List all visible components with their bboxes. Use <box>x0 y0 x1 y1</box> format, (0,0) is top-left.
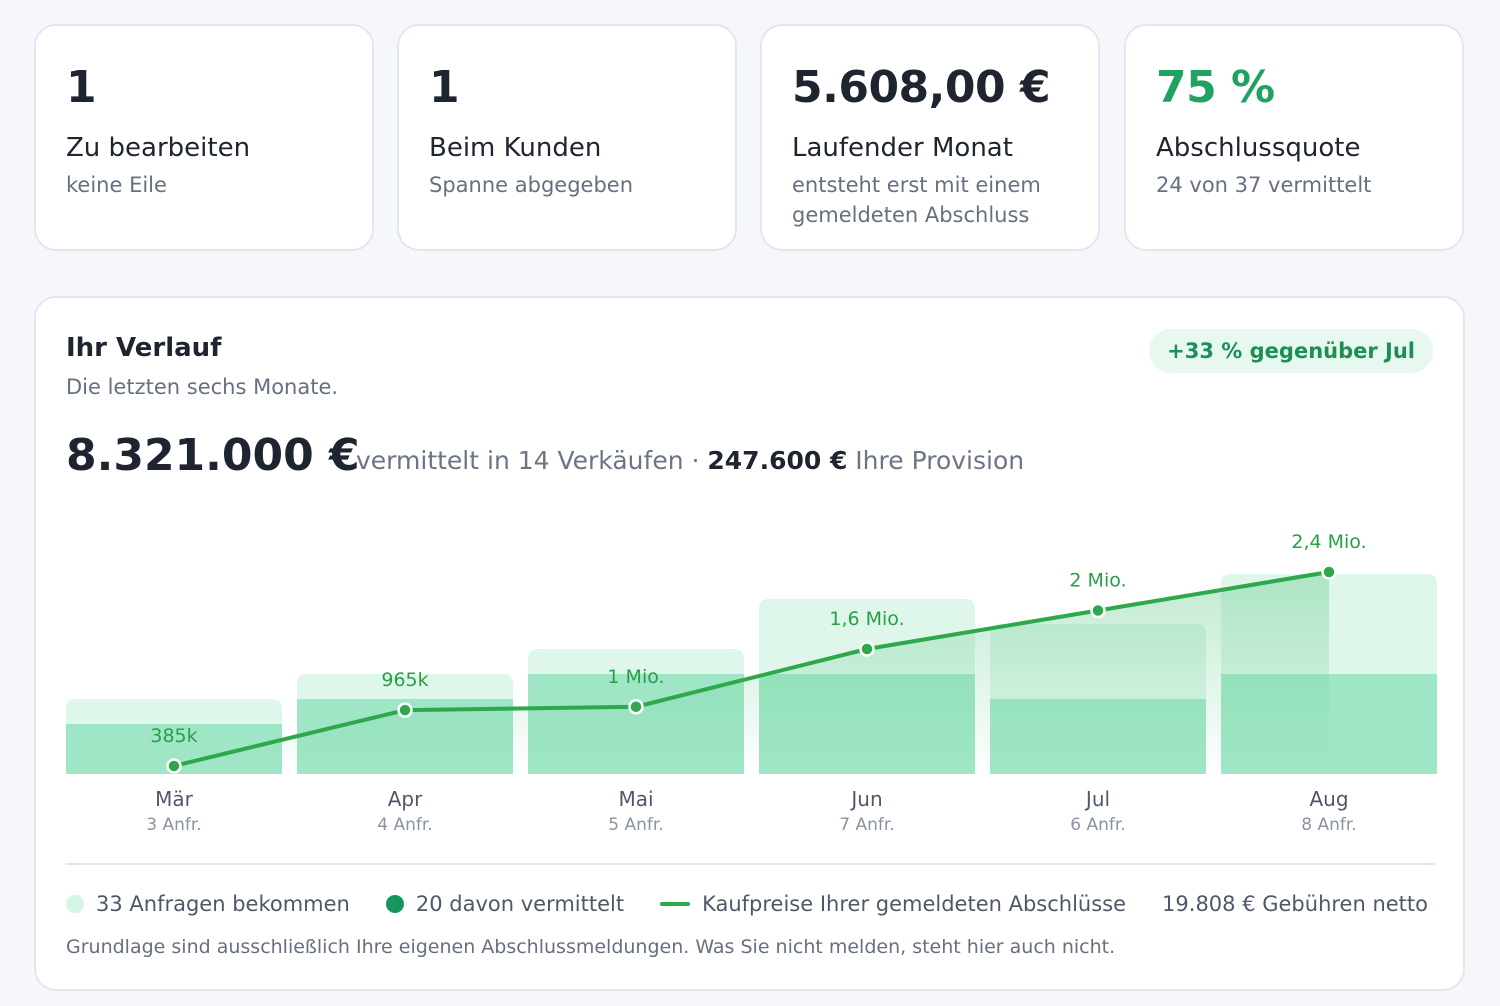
footnote: Grundlage sind ausschließlich Ihre eigen… <box>66 936 1116 958</box>
legend-label: 33 Anfragen bekommen <box>96 892 350 916</box>
total-desc-suffix: Ihre Provision <box>847 446 1025 475</box>
x-tick-sublabel: 6 Anfr. <box>1070 815 1125 835</box>
legend-dot-dark-icon <box>385 895 404 913</box>
kpi-subtitle: entsteht erst mit einem gemeldeten Absch… <box>792 170 1068 230</box>
kpi-subtitle: Spanne abgegeben <box>429 173 634 197</box>
x-tick-label: Apr <box>388 787 423 811</box>
kpi-card-abschlussquote[interactable]: 75 % Abschlussquote 24 von 37 vermittelt <box>1124 24 1464 251</box>
kpi-subtitle: keine Eile <box>66 173 167 197</box>
kpi-subtitle-line: entsteht erst mit einem <box>792 173 1041 197</box>
x-tick-label: Aug <box>1309 787 1348 811</box>
line-point <box>1321 564 1337 580</box>
x-tick-label: Jul <box>1084 787 1110 811</box>
total-volume: 8.321.000 € <box>66 430 360 481</box>
legend-label: 20 davon vermittelt <box>415 892 625 916</box>
line-point <box>859 641 875 657</box>
provision-amount: 247.600 € <box>707 446 848 475</box>
legend-dot-light-icon <box>66 895 84 913</box>
kpi-title: Zu bearbeiten <box>66 133 251 163</box>
line-point <box>628 699 644 715</box>
legend-line-icon <box>660 902 691 906</box>
verlauf-subtitle: Die letzten sechs Monate. <box>66 375 339 399</box>
line-point <box>166 758 182 774</box>
legend-label: Kaufpreise Ihrer gemeldeten Abschlüsse <box>702 892 1127 916</box>
kpi-value: 1 <box>66 62 97 113</box>
legend-item-kaufpreise: Kaufpreise Ihrer gemeldeten Abschlüsse <box>660 892 1126 916</box>
legend-fees: 19.808 € Gebühren netto <box>1162 892 1429 916</box>
divider <box>66 863 1435 865</box>
x-tick-sublabel: 8 Anfr. <box>1301 815 1356 835</box>
kpi-card-zu-bearbeiten[interactable]: 1 Zu bearbeiten keine Eile <box>34 24 374 251</box>
kpi-title: Beim Kunden <box>429 133 602 163</box>
line-point <box>1090 602 1106 619</box>
kpi-subtitle-line: gemeldeten Abschluss <box>792 203 1030 227</box>
x-tick-label: Mär <box>155 787 194 811</box>
x-tick-sublabel: 5 Anfr. <box>608 815 663 835</box>
x-tick-label: Mai <box>618 787 653 811</box>
x-tick-sublabel: 3 Anfr. <box>146 815 201 835</box>
kpi-value: 5.608,00 € <box>792 62 1051 113</box>
verlauf-chart: 385k 965k 1 Mio. 1,6 Mio. 2 Mio. 2,4 Mio. Mär 3… <box>66 531 1437 835</box>
kpi-card-beim-kunden[interactable]: 1 Beim Kunden Spanne abgegeben <box>397 24 737 251</box>
line-point-label: 965k <box>381 669 428 691</box>
legend-item-gebuehren: 19.808 € Gebühren netto <box>1162 892 1428 916</box>
line-point-label: 1 Mio. <box>607 666 664 688</box>
trend-badge: +33 % gegenüber Jul <box>1149 329 1433 373</box>
kpi-title: Abschlussquote <box>1156 133 1361 163</box>
kpi-title: Laufender Monat <box>792 133 1013 163</box>
line-point-label: 1,6 Mio. <box>829 608 904 630</box>
kaufpreis-line <box>172 570 1331 768</box>
legend-item-vermittelt: 20 davon vermittelt <box>385 892 625 916</box>
x-tick-sublabel: 4 Anfr. <box>377 815 432 835</box>
total-description: vermittelt in 14 Verkäufen · 247.600 € I… <box>356 444 1024 478</box>
x-tick-sublabel: 7 Anfr. <box>839 815 894 835</box>
kpi-value: 75 % <box>1156 62 1275 113</box>
total-desc-text: vermittelt in 14 Verkäufen · <box>356 446 708 475</box>
verlauf-title: Ihr Verlauf <box>66 333 222 363</box>
line-point-label: 2 Mio. <box>1069 570 1126 592</box>
line-point-label: 385k <box>150 725 197 747</box>
kpi-value: 1 <box>429 62 460 113</box>
line-point-label: 2,4 Mio. <box>1291 531 1366 553</box>
verlauf-card: Ihr Verlauf Die letzten sechs Monate. +3… <box>34 296 1465 991</box>
kpi-subtitle: 24 von 37 vermittelt <box>1156 173 1372 197</box>
x-tick-label: Jun <box>849 787 882 811</box>
line-point <box>397 702 413 718</box>
line-area <box>174 572 1329 774</box>
chart-legend: 33 Anfragen bekommen 20 davon vermittelt… <box>66 887 1428 921</box>
legend-item-anfragen: 33 Anfragen bekommen <box>66 892 350 916</box>
kpi-card-laufender-monat[interactable]: 5.608,00 € Laufender Monat entsteht erst… <box>760 24 1100 251</box>
